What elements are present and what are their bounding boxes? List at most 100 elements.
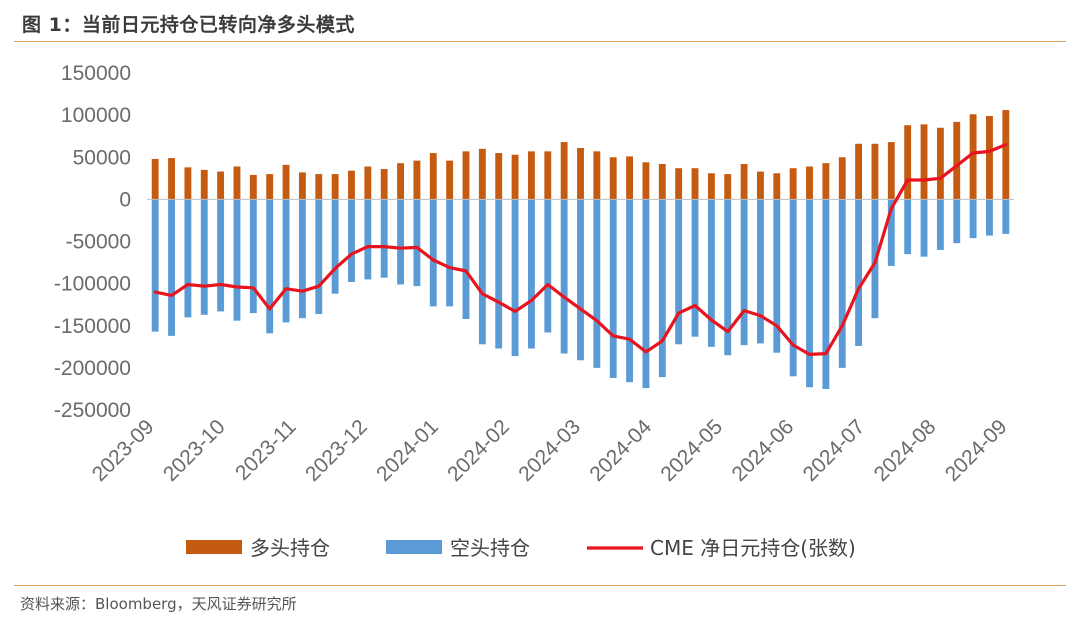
long-bar	[560, 142, 568, 200]
long-bar	[920, 124, 928, 200]
long-bar	[757, 171, 764, 200]
legend: 多头持仓 空头持仓 CME 净日元持仓(张数)	[186, 536, 856, 560]
short-bar	[380, 199, 388, 278]
short-bar	[969, 199, 977, 239]
long-bar	[397, 163, 404, 200]
long-bar	[544, 151, 552, 200]
title-divider	[14, 41, 1066, 42]
long-bar	[478, 148, 486, 200]
x-tick-label: 2024-06	[728, 415, 799, 486]
long-bar	[773, 173, 781, 200]
short-bar	[773, 199, 781, 353]
short-bar	[233, 199, 241, 321]
legend-label-net: CME 净日元持仓(张数)	[650, 536, 856, 560]
legend-swatch-long	[186, 540, 242, 554]
short-bar	[348, 199, 355, 282]
long-bar	[348, 170, 355, 200]
long-bar	[429, 153, 437, 200]
long-bar	[904, 125, 912, 200]
y-tick-label: 0	[119, 188, 131, 211]
long-bar	[217, 171, 225, 200]
chart: 150000 100000 50000 0 -50000 -100000 -150000 -2…	[54, 62, 1014, 560]
x-tick-label: 2024-03	[514, 415, 585, 486]
legend-swatch-short	[386, 540, 442, 554]
footer-divider	[14, 585, 1066, 586]
long-bar	[707, 173, 715, 200]
short-bar	[249, 199, 257, 314]
legend-label-short: 空头持仓	[450, 536, 530, 560]
long-bar	[380, 169, 388, 200]
x-tick-label: 2023-12	[301, 415, 372, 486]
short-bar	[658, 199, 666, 378]
legend-label-long: 多头持仓	[250, 536, 330, 560]
short-bar	[315, 199, 323, 314]
short-bar	[838, 199, 846, 368]
x-tick-label: 2024-04	[585, 415, 656, 486]
x-axis: 2023-09 2023-10 2023-11 2023-12 2024-01 2024-…	[88, 415, 1012, 486]
short-bar	[151, 199, 159, 332]
x-tick-label: 2023-11	[231, 415, 301, 485]
short-bar	[642, 199, 650, 389]
short-bar	[904, 199, 912, 255]
net-position-line	[153, 143, 1008, 356]
long-bar	[691, 168, 699, 200]
x-tick-label: 2024-05	[656, 415, 727, 486]
long-bar	[315, 174, 323, 200]
long-bar	[969, 114, 977, 200]
long-bar	[658, 163, 666, 200]
long-bar	[789, 168, 797, 200]
short-bar	[462, 199, 470, 320]
x-tick-label: 2023-10	[159, 415, 230, 486]
long-bar	[936, 127, 944, 200]
long-bar	[675, 168, 683, 200]
y-tick-label: -150000	[54, 315, 131, 338]
long-bar	[871, 143, 879, 200]
long-bar	[446, 160, 454, 200]
short-bar	[446, 199, 454, 307]
page-title: 图 1：当前日元持仓已转向净多头模式	[22, 14, 355, 36]
long-bar	[822, 163, 830, 200]
long-bar	[200, 169, 208, 200]
long-bar	[184, 167, 192, 200]
short-bar	[298, 199, 306, 319]
y-tick-label: 50000	[73, 146, 131, 169]
long-bar	[511, 154, 519, 200]
long-bar	[233, 166, 241, 200]
short-bar	[936, 199, 944, 250]
short-bar	[806, 199, 813, 388]
y-tick-label: -100000	[54, 273, 131, 296]
short-bar	[675, 199, 683, 345]
short-bar	[478, 199, 486, 345]
long-bars	[151, 110, 1010, 200]
short-bar	[577, 199, 584, 361]
short-bar	[527, 199, 535, 349]
x-tick-label: 2024-09	[941, 415, 1012, 486]
long-bar	[527, 151, 535, 200]
x-tick-label: 2024-02	[443, 415, 514, 486]
short-bar	[953, 199, 961, 244]
source-note: 资料来源：Bloomberg，天风证券研究所	[20, 595, 297, 613]
long-bar	[887, 142, 895, 200]
long-bar	[609, 157, 617, 200]
long-bar	[806, 166, 813, 200]
long-bar	[168, 158, 175, 200]
short-bar	[920, 199, 928, 257]
long-bar	[298, 172, 306, 200]
x-tick-label: 2024-01	[372, 415, 443, 486]
short-bar	[822, 199, 830, 389]
short-bar	[200, 199, 208, 315]
short-bar	[168, 199, 175, 336]
short-bar	[331, 199, 339, 294]
long-bar	[577, 147, 584, 200]
long-bar	[413, 160, 421, 200]
short-bar	[626, 199, 634, 383]
short-bar	[789, 199, 797, 377]
short-bar	[364, 199, 372, 280]
y-tick-label: -250000	[54, 399, 131, 422]
short-bar	[724, 199, 732, 356]
short-bar	[266, 199, 274, 334]
short-bar	[429, 199, 437, 307]
y-tick-label: -50000	[66, 231, 131, 254]
y-tick-label: -200000	[54, 357, 131, 380]
long-bar	[462, 151, 470, 200]
